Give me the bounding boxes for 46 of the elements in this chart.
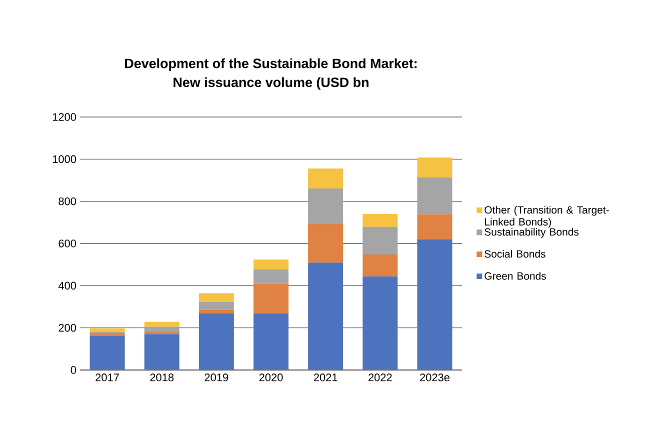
bar — [417, 178, 452, 214]
bar — [417, 239, 452, 370]
x-tick-label: 2023e — [420, 374, 450, 382]
legend-label: Social Bonds — [484, 250, 546, 258]
bar — [198, 313, 234, 370]
bar — [362, 226, 398, 254]
bar — [144, 331, 180, 334]
legend-label: Other (Transition & Target-Linked Bonds) — [484, 206, 609, 228]
bar — [417, 214, 452, 240]
x-tick-label: 2022 — [368, 374, 392, 382]
y-tick-label: 200 — [58, 324, 76, 332]
chart-title: Development of the Sustainable Bond Market: New issuance volume (USD bn — [125, 58, 417, 90]
y-tick-label: 800 — [58, 197, 76, 206]
bar — [90, 334, 125, 336]
bar — [308, 262, 344, 370]
x-tick-label: 2020 — [259, 374, 283, 382]
bar — [362, 254, 398, 276]
legend-label: Sustainability Bonds — [484, 228, 579, 238]
y-tick-label: 1000 — [52, 155, 76, 164]
bar — [254, 260, 289, 270]
bar — [254, 313, 289, 370]
bar — [198, 302, 234, 310]
bar — [198, 310, 234, 314]
bar — [308, 224, 344, 263]
bar — [90, 328, 125, 332]
x-tick-label: 2018 — [150, 374, 174, 382]
bar — [198, 293, 234, 302]
bar — [362, 214, 398, 227]
y-tick-label: 0 — [70, 366, 76, 374]
legend-label: Green Bonds — [484, 272, 546, 280]
bar — [308, 168, 344, 188]
y-tick-label: 1200 — [52, 113, 76, 121]
x-tick-label: 2021 — [314, 374, 338, 382]
bar — [254, 269, 289, 284]
bar — [254, 284, 289, 314]
x-tick-label: 2017 — [96, 374, 119, 382]
x-tick-label: 2019 — [204, 374, 228, 382]
y-tick-label: 400 — [58, 282, 76, 290]
bar — [417, 157, 452, 178]
bar — [144, 322, 180, 327]
bar — [144, 326, 180, 332]
bar — [362, 276, 398, 370]
bar — [90, 336, 125, 370]
y-tick-label: 600 — [58, 240, 76, 248]
bar — [308, 188, 344, 224]
bar — [144, 334, 180, 370]
